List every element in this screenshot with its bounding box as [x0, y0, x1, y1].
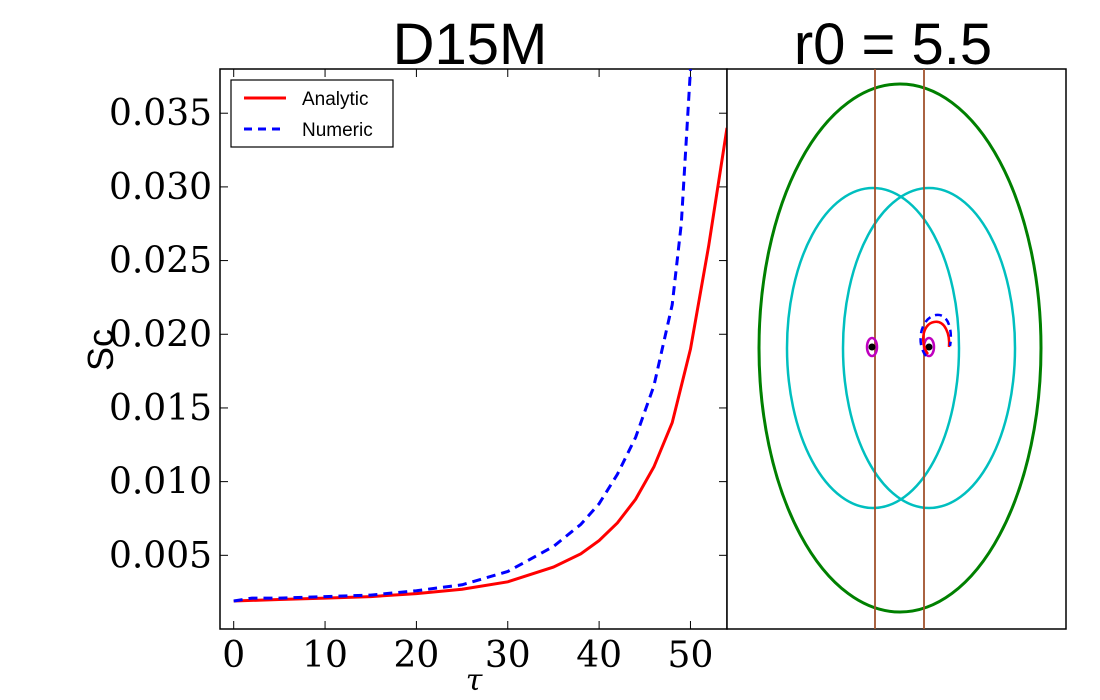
analytic-orbit-arc: [921, 320, 951, 355]
numeric-orbit-arc: [919, 313, 953, 357]
legend: Analytic Numeric: [230, 79, 394, 148]
y-tick-label: 0.020: [109, 314, 212, 355]
left-chart-title: D15M: [393, 12, 548, 77]
legend-box: [230, 79, 394, 148]
outer-ellipse: [757, 82, 1043, 614]
y-tick-label: 0.035: [109, 93, 212, 134]
right-diagram-group: [757, 69, 1043, 629]
x-tick-label: 10: [302, 635, 348, 676]
left-point: [868, 343, 876, 351]
right-plot-area: [726, 68, 1067, 630]
y-tick-label: 0.010: [109, 462, 212, 503]
left-point-ring: [865, 336, 879, 358]
y-tick-label: 0.030: [109, 167, 212, 208]
x-tick-label: 50: [668, 635, 714, 676]
x-tick-label: 30: [485, 635, 531, 676]
y-axis-label: Sc: [80, 329, 121, 371]
x-tick-label: 0: [222, 635, 245, 676]
right-point: [925, 343, 933, 351]
y-tick-label: 0.025: [109, 241, 212, 282]
x-tick-label: 40: [576, 635, 622, 676]
x-tick-label: 20: [393, 635, 439, 676]
y-tick-label: 0.005: [109, 535, 212, 576]
right-ellipse: [841, 186, 1017, 510]
legend-label-numeric: Numeric: [302, 120, 373, 141]
legend-label-analytic: Analytic: [302, 89, 369, 110]
left-plot-area: [219, 68, 728, 630]
y-tick-label: 0.015: [109, 388, 212, 429]
left-ellipse: [785, 186, 961, 510]
x-axis-label: τ: [466, 663, 483, 698]
left-series-group: [233, 69, 727, 603]
left-axis-ticks: 0 10 20 30 40 50 0.005 0.010 0.015 0.020 0.025 0.03…: [109, 69, 727, 676]
series-numeric-line: [233, 69, 692, 603]
right-chart-title: r0 = 5.5: [794, 12, 992, 77]
